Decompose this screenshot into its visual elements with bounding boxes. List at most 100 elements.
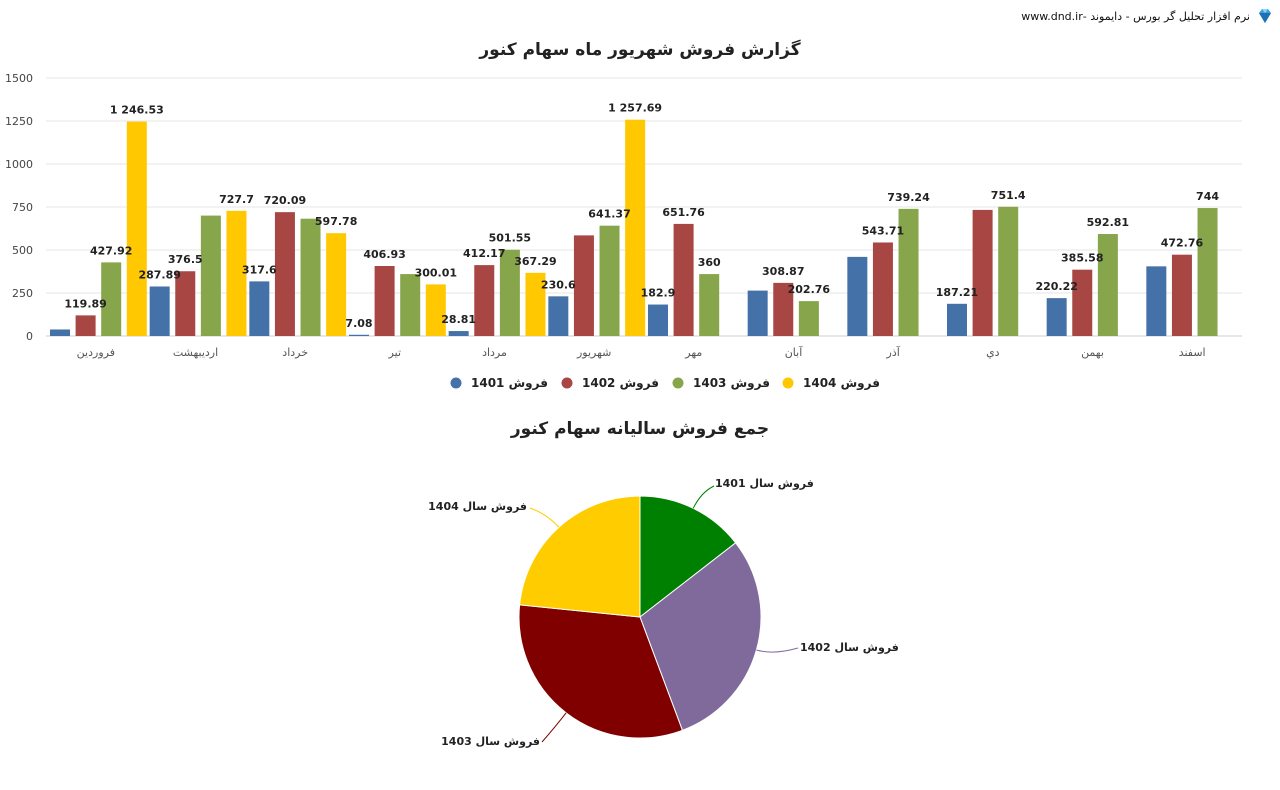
bar-data-label: 472.76 xyxy=(1161,237,1204,250)
y-tick-label: 750 xyxy=(12,201,33,214)
pie-slice-label: فروش سال 1404 xyxy=(428,500,527,513)
bar-data-label: 1 246.53 xyxy=(110,104,164,117)
bar-data-label: 308.87 xyxy=(762,265,804,278)
pie-slice xyxy=(518,604,684,739)
bar-data-label: 1 257.69 xyxy=(608,102,662,115)
pie-slice-label: فروش سال 1401 xyxy=(715,477,814,490)
pie-slices xyxy=(518,495,762,739)
pie-leader-line xyxy=(541,712,567,743)
legend-label: فروش 1401 xyxy=(471,376,548,391)
legend-label: فروش 1402 xyxy=(582,376,659,391)
bar xyxy=(274,212,295,336)
bar xyxy=(1171,254,1192,336)
bar-data-label: 220.22 xyxy=(1035,280,1077,293)
bar xyxy=(300,218,321,336)
bar-data-label: 360 xyxy=(698,256,721,269)
legend-marker xyxy=(561,377,573,389)
x-tick-label: ارديبهشت xyxy=(173,346,218,359)
bar-data-label: 727.7 xyxy=(219,193,254,206)
x-tick-label: خرداد xyxy=(282,346,308,359)
bar xyxy=(599,225,620,336)
legend-label: فروش 1403 xyxy=(693,376,770,391)
brand: نرم افزار تحلیل گر بورس - دایموند -www.d… xyxy=(1021,6,1274,26)
y-tick-label: 1500 xyxy=(5,72,33,85)
bar xyxy=(1097,234,1118,336)
bar xyxy=(474,265,495,336)
bar xyxy=(673,223,694,336)
bar xyxy=(499,249,520,336)
bar xyxy=(548,296,569,336)
pie-chart: جمع فروش سالیانه سهام کنور فروش سال 1401… xyxy=(428,419,899,748)
bar-data-label: 592.81 xyxy=(1087,216,1129,229)
bar-data-label: 412.17 xyxy=(463,247,505,260)
x-tick-label: آذر xyxy=(886,345,901,359)
x-tick-label: تير xyxy=(388,346,401,359)
bar xyxy=(149,286,170,336)
bar-data-label: 597.78 xyxy=(315,215,357,228)
diamond-icon xyxy=(1259,9,1271,23)
pie-leader-line xyxy=(529,507,560,528)
bar-data-label: 7.08 xyxy=(345,317,372,330)
bar-data-labels: 119.89 427.92 1 246.53 287.89 376.5 727.7 317.… xyxy=(64,102,1219,330)
x-tick-label: شهريور xyxy=(576,346,611,359)
bar-data-label: 119.89 xyxy=(64,297,106,310)
bar xyxy=(200,215,221,336)
bar-chart: گزارش فروش شهریور ماه سهام کنور 0 250 500 7… xyxy=(5,39,1242,391)
bars xyxy=(50,119,1218,337)
bar-data-label: 739.24 xyxy=(887,191,930,204)
bar xyxy=(747,290,768,336)
bar-data-label: 317.6 xyxy=(242,263,277,276)
bar-data-label: 427.92 xyxy=(90,244,132,257)
bar-data-label: 182.9 xyxy=(641,287,676,300)
bar-data-label: 744 xyxy=(1196,190,1219,203)
bar-data-label: 641.37 xyxy=(588,208,630,221)
bar xyxy=(326,233,347,336)
x-tick-label: آبان xyxy=(785,345,803,359)
bar xyxy=(1146,266,1167,336)
bar xyxy=(773,282,794,336)
bar-data-label: 720.09 xyxy=(264,194,306,207)
bar-data-label: 187.21 xyxy=(936,286,978,299)
bar xyxy=(374,266,395,336)
bar-data-label: 287.89 xyxy=(138,268,180,281)
pie-leader-line xyxy=(756,647,799,653)
bar-data-label: 202.76 xyxy=(788,283,831,296)
y-tick-label: 500 xyxy=(12,244,33,257)
bar-chart-title: گزارش فروش شهریور ماه سهام کنور xyxy=(478,39,800,60)
bar xyxy=(75,315,96,336)
bar xyxy=(349,334,369,336)
legend-marker xyxy=(672,377,684,389)
bar-data-label: 385.58 xyxy=(1061,252,1103,265)
bar xyxy=(400,274,421,336)
bar-data-label: 543.71 xyxy=(862,224,904,237)
y-tick-label: 0 xyxy=(26,330,33,343)
bar-data-label: 751.4 xyxy=(991,189,1026,202)
bar-data-label: 300.01 xyxy=(415,266,457,279)
bar-data-label: 376.5 xyxy=(168,253,203,266)
bar xyxy=(525,272,546,336)
x-tick-label: مهر xyxy=(684,346,702,359)
bar xyxy=(648,304,668,336)
y-tick-label: 1000 xyxy=(5,158,33,171)
x-tick-label: دي xyxy=(986,346,1000,359)
bar-legend: فروش 1401 فروش 1402 فروش 1403 فروش 1404 xyxy=(450,376,880,391)
x-tick-label: فروردين xyxy=(77,346,115,359)
bar xyxy=(249,281,270,336)
x-tick-label: مرداد xyxy=(482,346,507,359)
legend-marker xyxy=(782,377,794,389)
pie-slice xyxy=(639,542,762,731)
bar xyxy=(126,121,147,337)
bar xyxy=(872,242,893,336)
bar xyxy=(226,210,247,336)
bar xyxy=(101,262,122,336)
bar-category-labels: فروردين ارديبهشت خرداد تير مرداد شهريور مهر آبا… xyxy=(77,345,1206,359)
bar xyxy=(847,256,868,336)
pie-slice-label: فروش سال 1403 xyxy=(441,735,540,748)
x-tick-label: اسفند xyxy=(1179,346,1206,359)
pie-chart-title: جمع فروش سالیانه سهام کنور xyxy=(510,419,769,439)
bar xyxy=(1197,208,1218,336)
bar-data-label: 28.81 xyxy=(441,313,476,326)
pie-labels: فروش سال 1401 فروش سال 1402 فروش سال 1403 ف… xyxy=(428,477,899,748)
pie-slice xyxy=(519,495,641,618)
